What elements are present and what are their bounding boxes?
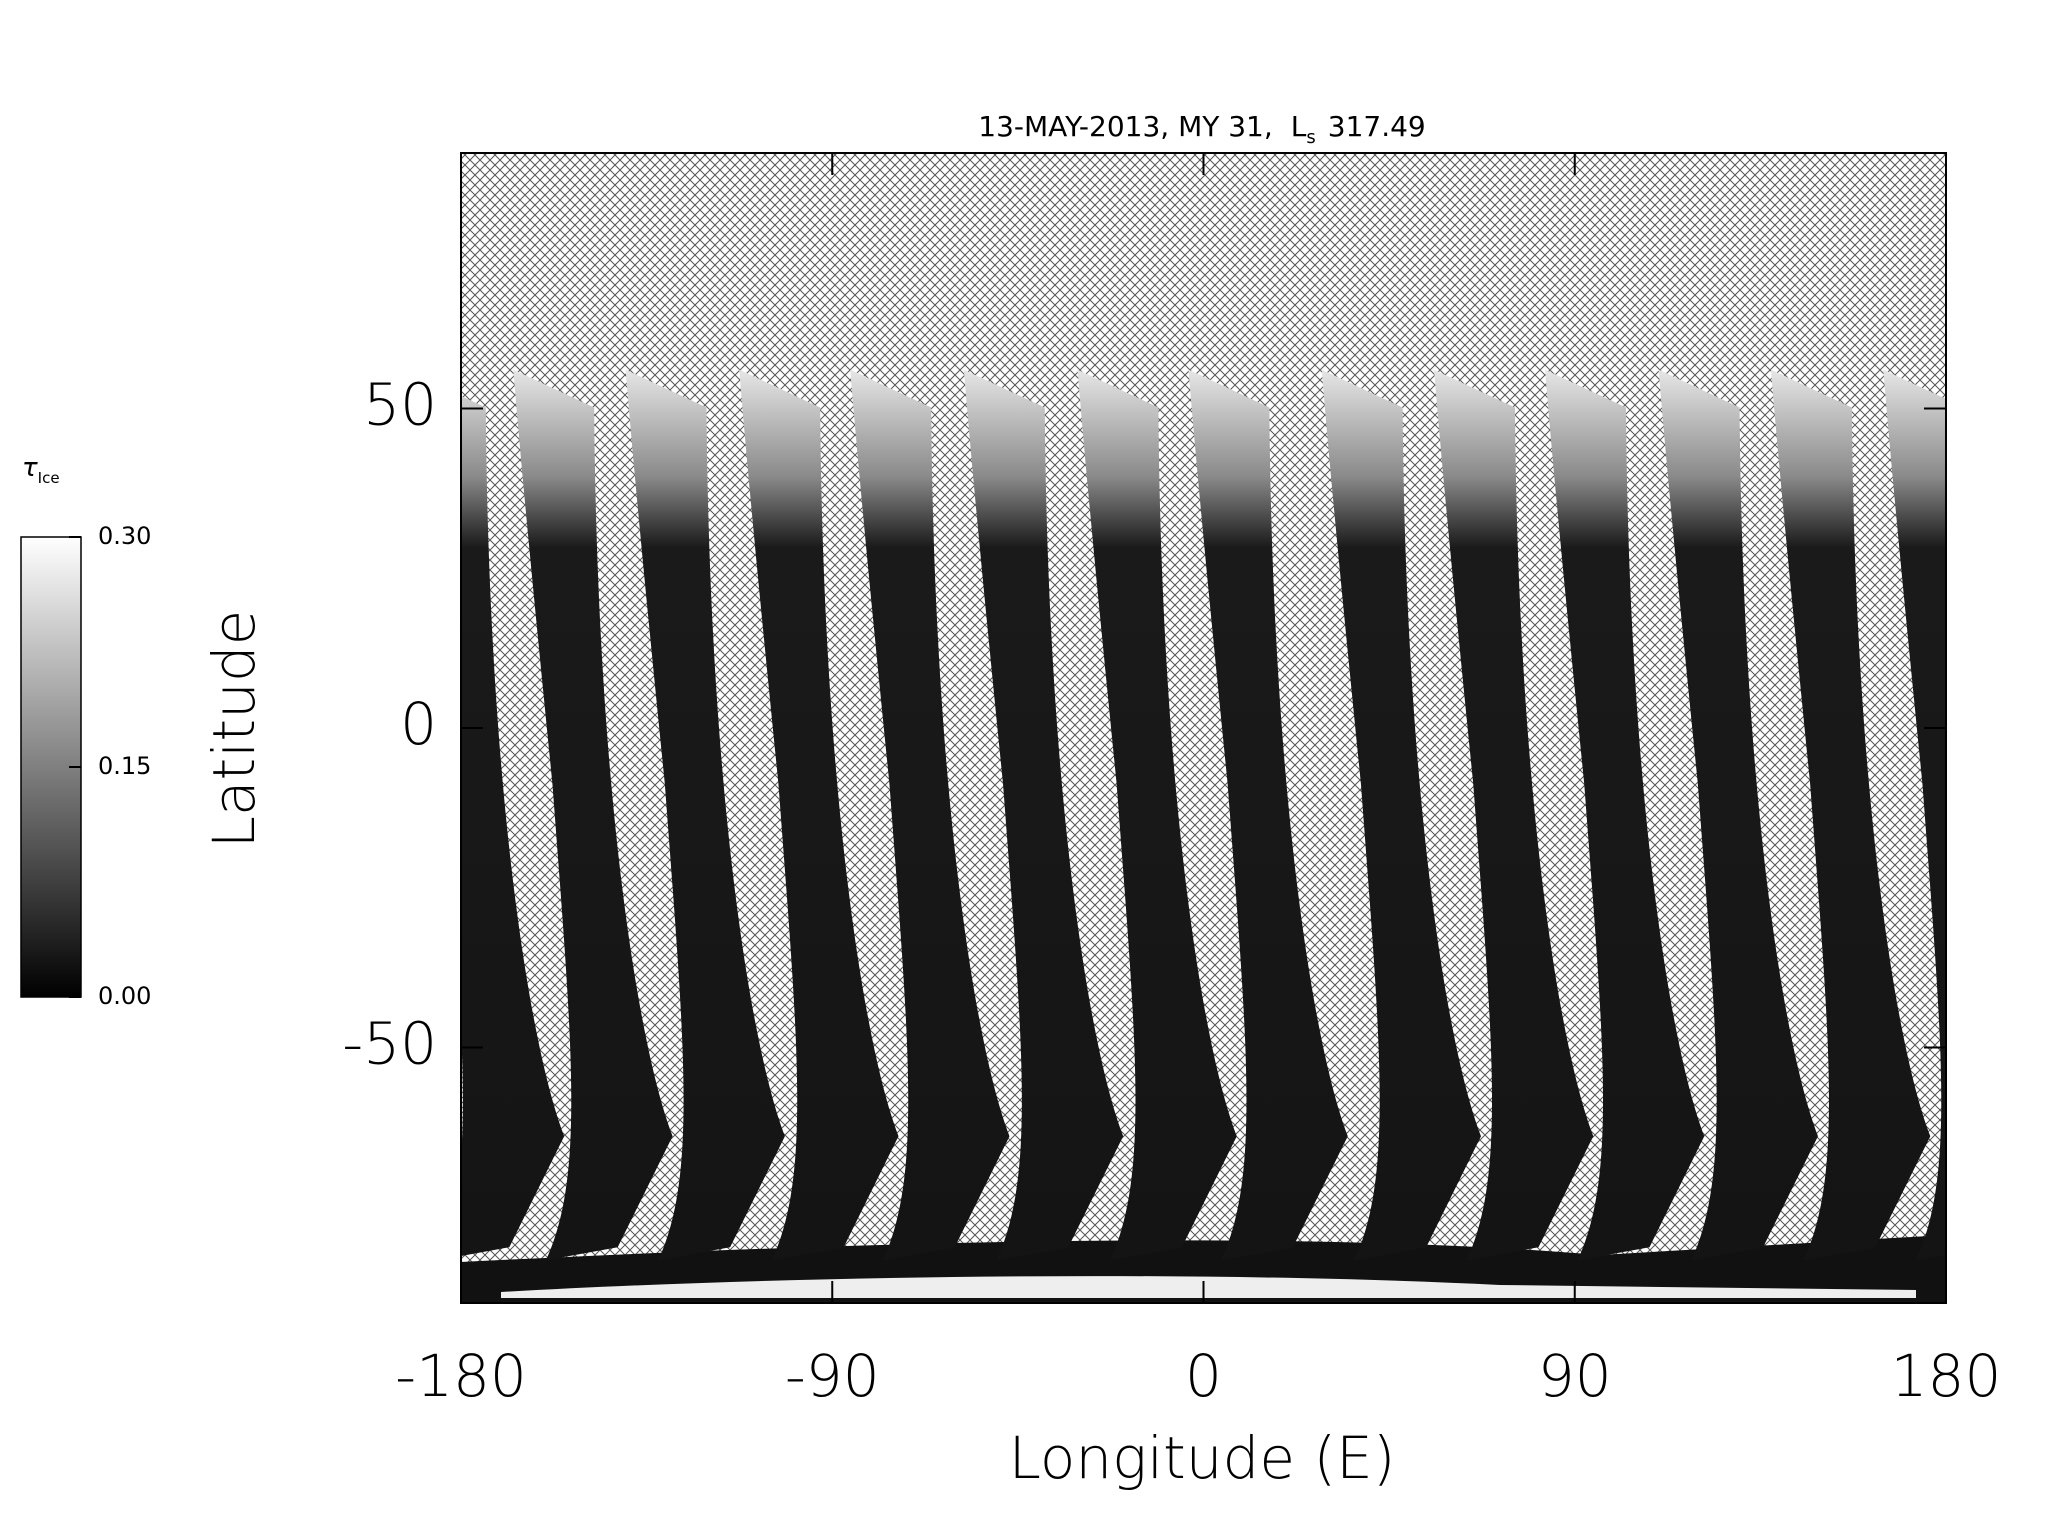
swath [1883, 369, 1946, 1261]
colorbar-title: τIce [22, 453, 60, 487]
title-date: 13-MAY-2013, MY 31, [978, 110, 1273, 143]
colorbar-symbol: τ [22, 453, 38, 483]
x-tick-label: -180 [395, 1342, 527, 1410]
colorbar-tick-label: 0.00 [98, 982, 151, 1010]
x-tick-label: -90 [785, 1342, 880, 1410]
x-tick-label: 0 [1185, 1342, 1222, 1410]
swath [1077, 369, 1237, 1261]
swath [461, 395, 565, 1257]
y-axis-title: Latitude [200, 610, 268, 849]
colorbar-symbol-sub: Ice [38, 469, 60, 487]
swath [1545, 369, 1705, 1261]
y-tick-label: 50 [363, 371, 437, 439]
swath [1434, 369, 1594, 1261]
swath [1770, 369, 1931, 1261]
title-ls-value: 317.49 [1328, 110, 1426, 143]
swath [1658, 369, 1818, 1261]
swath-layer [461, 369, 1946, 1303]
swath [625, 369, 785, 1261]
polar-cap [501, 1276, 1916, 1298]
y-tick-label: 0 [400, 690, 437, 758]
x-tick-label: 180 [1891, 1342, 2002, 1410]
y-tick-label: -50 [342, 1009, 437, 1077]
colorbar-tick-label: 0.30 [98, 522, 151, 550]
swath [963, 369, 1124, 1261]
swath [850, 369, 1010, 1261]
chart-title: 13-MAY-2013, MY 31, Ls 317.49 [978, 110, 1426, 148]
title-ls-sub: s [1306, 127, 1315, 148]
swath [1321, 369, 1481, 1261]
swath [739, 369, 899, 1261]
swath [1188, 369, 1348, 1261]
swath [513, 369, 673, 1261]
x-axis-title: Longitude (E) [1009, 1424, 1396, 1492]
x-tick-label: 90 [1538, 1342, 1612, 1410]
colorbar-tick-label: 0.15 [98, 752, 151, 780]
title-ls: L [1291, 110, 1307, 143]
